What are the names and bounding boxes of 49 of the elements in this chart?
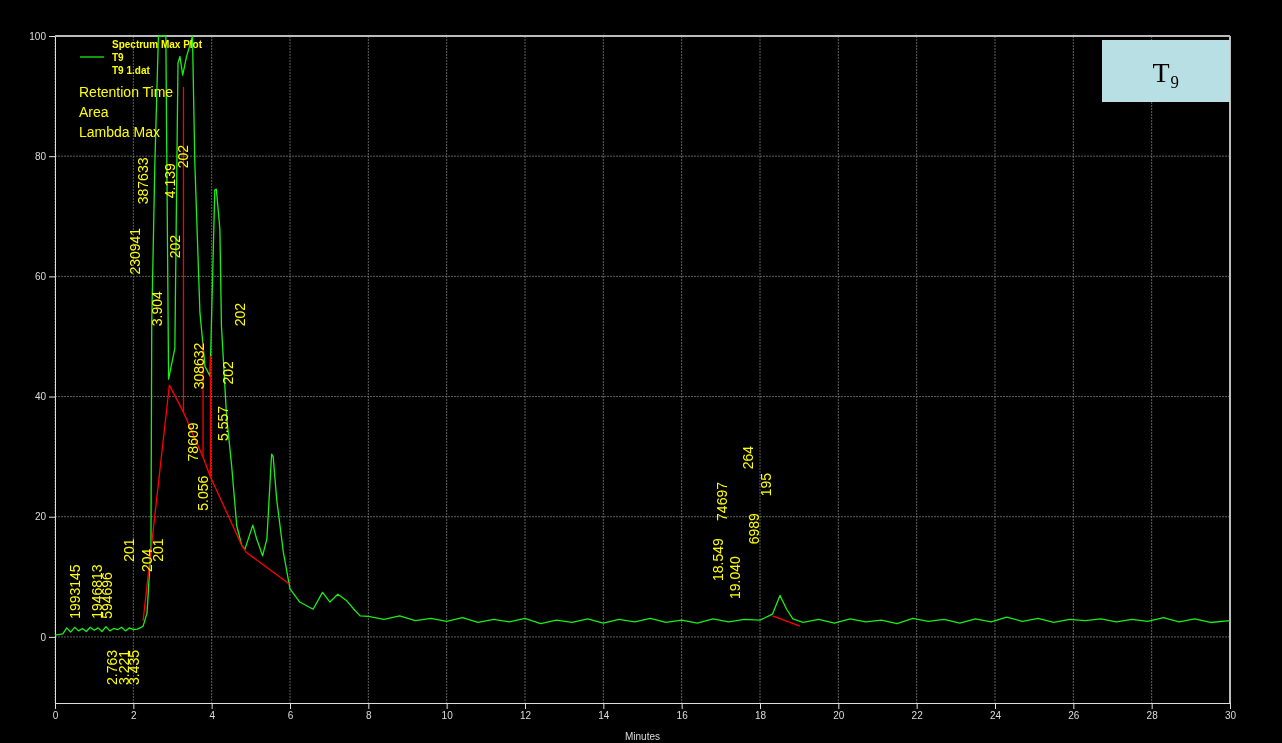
annotation: 202 (231, 302, 248, 327)
x-tick-label: 12 (519, 710, 532, 722)
x-tick-label: 24 (989, 710, 1002, 722)
x-tick-label: 22 (911, 710, 924, 722)
y-tick-label: 60 (34, 271, 47, 283)
x-tick-label: 26 (1068, 710, 1080, 722)
annotation: 202 (166, 234, 183, 259)
annotation: 3.904 (148, 290, 165, 327)
annotation: 202 (220, 360, 237, 385)
annotation: 18.549 (709, 537, 726, 582)
x-tick-label: 6 (287, 710, 294, 722)
annotation: 5.557 (215, 405, 232, 442)
x-axis-title: Minutes (624, 731, 661, 742)
annotation: 202 (175, 144, 192, 169)
x-tick-label: 4 (209, 710, 216, 722)
y-tick-label: 0 (40, 631, 47, 643)
legend-label: T9 (112, 52, 125, 63)
x-tick-label: 10 (441, 710, 454, 722)
x-tick-label: 18 (754, 710, 767, 722)
annotation: 78609 (184, 422, 201, 462)
x-tick-label: 30 (1224, 710, 1237, 722)
annotation: 308632 (190, 342, 207, 390)
x-tick-label: 8 (366, 710, 373, 722)
x-tick-label: 2 (131, 710, 138, 722)
y-tick-label: 20 (34, 511, 47, 523)
annotation: 2.763 (103, 649, 120, 685)
annotation: 230941 (126, 227, 143, 275)
annotation: 387633 (134, 157, 151, 205)
x-tick-label: 20 (833, 710, 845, 722)
x-tick-label: 16 (676, 710, 689, 722)
y-tick-label: 40 (34, 391, 47, 403)
annotation: 19.040 (727, 556, 744, 600)
x-tick-label: 0 (52, 710, 59, 722)
label-box: T₉ (1102, 40, 1230, 102)
annotation: 1993145 (67, 564, 84, 619)
annotation: 264 (739, 445, 756, 470)
annotation: 201 (121, 538, 138, 562)
x-tick-label: 14 (598, 710, 610, 722)
annotation: 4.139 (161, 163, 178, 199)
x-tick-label: 28 (1146, 710, 1159, 722)
annotation: 6989 (745, 513, 762, 545)
annotation: T₉ (1152, 57, 1180, 88)
annotation: 5.056 (194, 475, 211, 511)
annotation: T9 1.dat (112, 65, 151, 76)
annotation: Area (79, 104, 109, 120)
y-tick-label: 80 (34, 150, 47, 162)
y-tick-label: 100 (29, 30, 47, 42)
annotation: 74697 (714, 481, 731, 521)
annotation: 195 (757, 472, 774, 497)
